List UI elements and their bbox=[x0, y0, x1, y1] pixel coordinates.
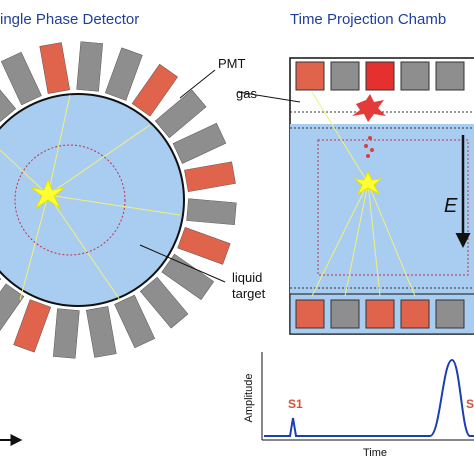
gas-leader bbox=[237, 91, 301, 103]
pmt bbox=[400, 299, 430, 329]
electrons bbox=[364, 136, 374, 158]
pmt bbox=[295, 299, 325, 329]
light-rays bbox=[0, 94, 181, 301]
s2-label: S bbox=[466, 397, 474, 411]
pmt bbox=[365, 299, 395, 329]
pmt bbox=[0, 283, 25, 337]
waveform-trace bbox=[264, 358, 474, 437]
pmt bbox=[161, 253, 215, 300]
s1-label: S1 bbox=[288, 397, 303, 411]
field-label: E bbox=[444, 195, 458, 217]
pmt bbox=[13, 299, 52, 353]
s2-flash bbox=[352, 94, 386, 122]
pmt-ring bbox=[0, 41, 237, 359]
pmt bbox=[295, 61, 325, 91]
pmt bbox=[114, 294, 156, 349]
left-title: ingle Phase Detector bbox=[0, 11, 139, 28]
pmt bbox=[39, 42, 71, 94]
target-leader bbox=[139, 244, 226, 283]
pmt bbox=[400, 61, 430, 91]
tpc-pmts bbox=[295, 61, 465, 329]
event-star bbox=[353, 170, 383, 196]
pmt bbox=[435, 61, 465, 91]
x-axis-label: Time bbox=[363, 447, 387, 459]
right-title: Time Projection Chamb bbox=[290, 11, 446, 28]
light-rays bbox=[311, 91, 416, 297]
pmt bbox=[154, 89, 207, 139]
pmt bbox=[131, 63, 178, 117]
event-star bbox=[30, 178, 66, 210]
pmt bbox=[186, 198, 237, 225]
pmt-leader bbox=[179, 69, 216, 99]
pmt bbox=[0, 51, 42, 106]
pmt bbox=[172, 122, 227, 164]
pmt bbox=[365, 61, 395, 91]
pmt bbox=[53, 308, 80, 359]
pmt bbox=[104, 47, 143, 101]
pmt bbox=[184, 161, 236, 193]
liquid-volume bbox=[0, 93, 185, 307]
pmt bbox=[76, 41, 103, 92]
pmt-label: PMT bbox=[218, 56, 246, 71]
fiducial bbox=[317, 139, 469, 276]
pmt bbox=[0, 71, 17, 124]
tpc-liquid bbox=[290, 124, 474, 294]
liquid-label: liquid bbox=[232, 270, 262, 285]
pmt bbox=[330, 299, 360, 329]
gas-label: gas bbox=[236, 86, 257, 101]
fiducial bbox=[14, 144, 126, 256]
pmt bbox=[85, 306, 117, 358]
target-label: target bbox=[232, 286, 266, 301]
pmt bbox=[177, 226, 231, 265]
pmt bbox=[139, 276, 189, 329]
pmt bbox=[435, 299, 465, 329]
y-axis-label: Amplitude bbox=[243, 374, 255, 423]
pmt bbox=[330, 61, 360, 91]
